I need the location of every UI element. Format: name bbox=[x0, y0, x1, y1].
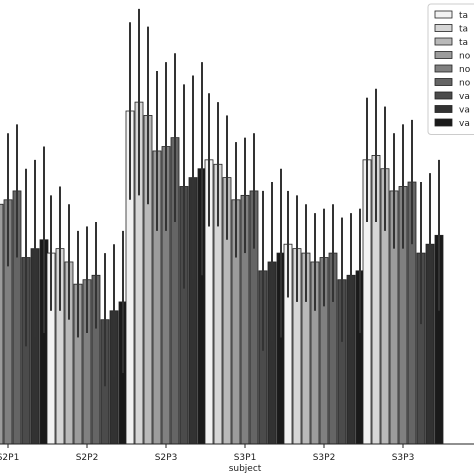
legend-swatch bbox=[434, 51, 453, 59]
x-tick-label: S2P1 bbox=[0, 453, 19, 463]
legend-label: va bbox=[459, 92, 470, 102]
legend-label: ta bbox=[459, 38, 468, 48]
legend-label: va bbox=[459, 106, 470, 116]
x-tick-label: S2P2 bbox=[76, 453, 99, 463]
x-axis-title: subject bbox=[229, 464, 262, 474]
error-bars-layer bbox=[7, 8, 440, 387]
legend-swatch bbox=[434, 24, 453, 32]
legend-swatch bbox=[434, 37, 453, 46]
legend-swatch bbox=[434, 105, 453, 113]
bars-layer bbox=[0, 101, 444, 445]
legend-label: no bbox=[459, 52, 471, 62]
x-tick-label: S2P3 bbox=[155, 453, 178, 463]
legend-label: ta bbox=[459, 25, 468, 35]
x-tick-label: S3P1 bbox=[234, 453, 257, 463]
legend-swatch bbox=[434, 91, 453, 100]
legend: ta ta ta no no no va va va bbox=[427, 3, 474, 135]
x-axis: S2P1 S2P2 S2P3 S3P1 S3P2 S3P3 bbox=[0, 443, 474, 463]
legend-label: va bbox=[459, 119, 470, 129]
bar-S2P1-series-3 bbox=[0, 203, 4, 445]
legend-swatch bbox=[434, 10, 453, 19]
legend-swatch bbox=[434, 118, 453, 127]
legend-label: no bbox=[459, 65, 471, 75]
legend-label: no bbox=[459, 79, 471, 89]
x-tick-label: S3P2 bbox=[313, 453, 336, 463]
legend-swatch bbox=[434, 78, 453, 86]
x-tick-label: S3P3 bbox=[392, 453, 415, 463]
legend-swatch bbox=[434, 64, 453, 73]
legend-label: ta bbox=[459, 11, 468, 21]
